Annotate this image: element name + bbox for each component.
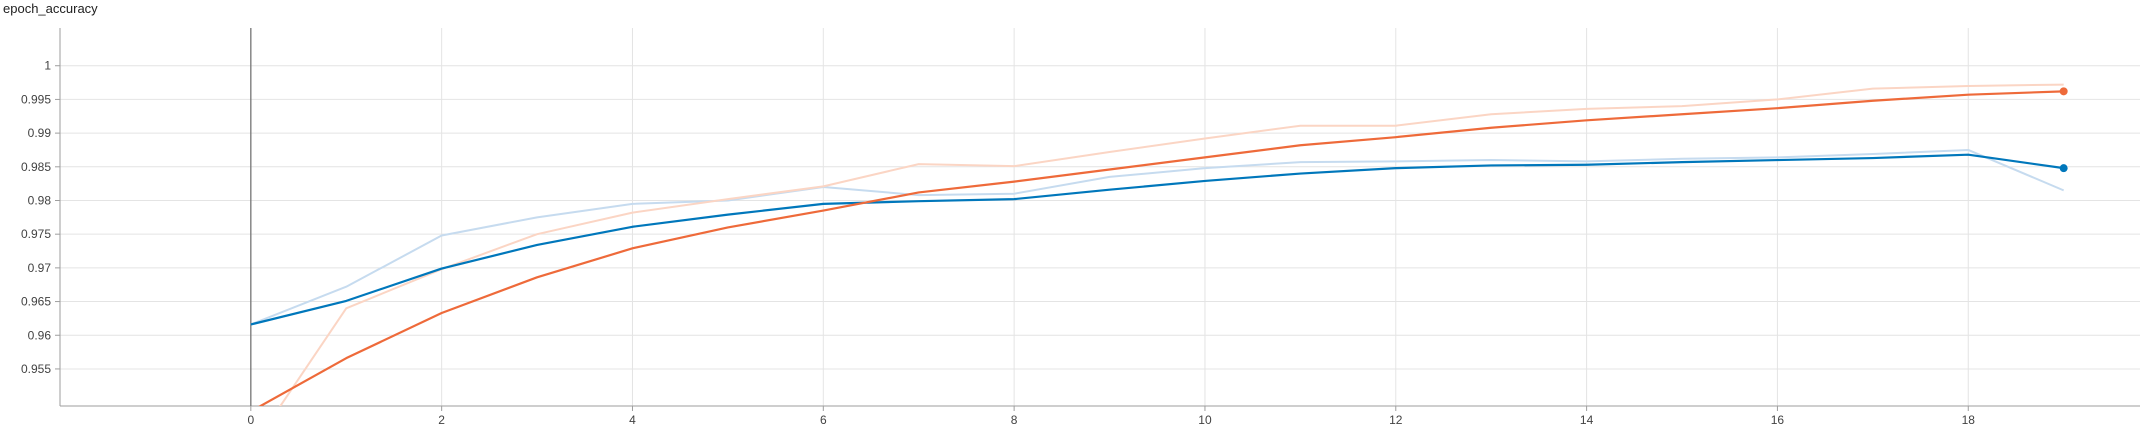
x-tick-label: 18 <box>1962 413 1976 427</box>
y-tick-label: 0.98 <box>28 193 52 207</box>
series-0-raw-line <box>250 148 2065 326</box>
x-tick-label: 0 <box>247 413 254 427</box>
x-tick-label: 12 <box>1389 413 1403 427</box>
tick-labels: 0.955 0.96 0.965 0.97 0.975 0.98 0.985 0.99 0.99… <box>21 59 1975 427</box>
x-tick-label: 10 <box>1198 413 1212 427</box>
series-1-raw-line <box>279 83 2064 406</box>
y-tick-label: 0.995 <box>21 92 51 106</box>
x-tick-label: 6 <box>820 413 827 427</box>
series-0-line <box>250 153 2064 326</box>
x-tick-label: 2 <box>438 413 445 427</box>
x-tick-label: 4 <box>629 413 636 427</box>
y-tick-label: 0.975 <box>21 227 51 241</box>
axes <box>55 28 2140 411</box>
x-tick-label: 14 <box>1580 413 1594 427</box>
chart-title: epoch_accuracy <box>3 1 98 16</box>
y-tick-label: 1 <box>44 59 51 73</box>
series-layer <box>250 83 2065 406</box>
series-1-end-marker <box>2059 87 2068 96</box>
y-tick-label: 0.96 <box>28 328 52 342</box>
series-1-line <box>258 90 2064 406</box>
y-tick-label: 0.955 <box>21 362 51 376</box>
x-tick-label: 8 <box>1011 413 1018 427</box>
grid <box>60 28 2140 406</box>
y-tick-label: 0.99 <box>28 126 52 140</box>
x-tick-label: 16 <box>1771 413 1785 427</box>
marker-layer <box>2059 87 2068 173</box>
y-tick-label: 0.965 <box>21 295 51 309</box>
series-0-end-marker <box>2059 164 2068 173</box>
y-tick-label: 0.97 <box>28 261 52 275</box>
y-tick-label: 0.985 <box>21 160 51 174</box>
